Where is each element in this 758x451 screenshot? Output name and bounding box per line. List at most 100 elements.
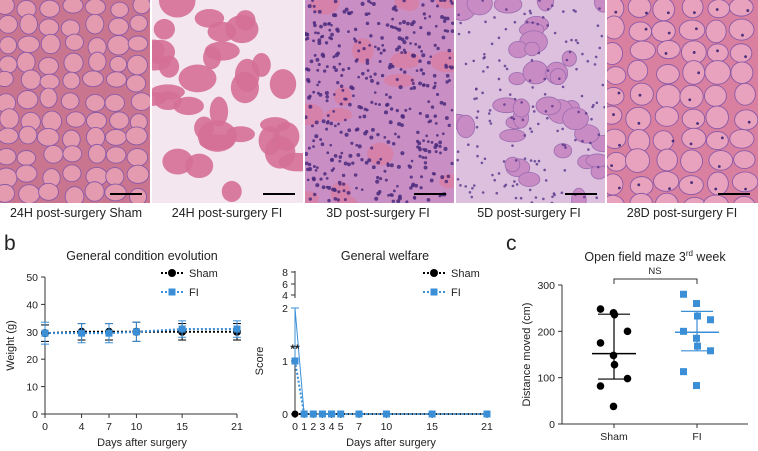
nucleus bbox=[552, 192, 556, 195]
inflammatory-cell bbox=[314, 169, 318, 172]
inflammatory-cell bbox=[450, 29, 454, 34]
nucleus bbox=[503, 103, 506, 106]
inflammatory-cell bbox=[448, 79, 451, 82]
nucleus bbox=[744, 55, 747, 59]
nucleus bbox=[610, 164, 613, 168]
legend-label-FI: FI bbox=[189, 287, 199, 299]
nucleus bbox=[464, 62, 468, 66]
inflammatory-cell bbox=[317, 80, 321, 84]
nucleus bbox=[473, 97, 476, 101]
myofiber bbox=[0, 0, 15, 15]
inflammatory-cell bbox=[357, 144, 362, 149]
inflammatory-cell bbox=[446, 29, 450, 33]
inflammatory-cell bbox=[317, 9, 322, 14]
inflammatory-cell bbox=[341, 173, 346, 178]
legend-marker bbox=[168, 288, 176, 296]
inflammatory-cell bbox=[367, 12, 371, 16]
x-tick-label: 5 bbox=[338, 421, 344, 433]
inflammatory-cell bbox=[439, 151, 442, 155]
fiber-remnant bbox=[333, 86, 352, 106]
y-axis-label: Score bbox=[254, 347, 266, 376]
micrograph-regenerating bbox=[456, 0, 605, 203]
nucleus bbox=[644, 27, 648, 31]
inflammatory-cell bbox=[322, 69, 327, 73]
inflammatory-cell bbox=[421, 53, 426, 58]
nucleus bbox=[481, 191, 485, 194]
inflammatory-cell bbox=[344, 132, 349, 137]
inflammatory-cell bbox=[330, 23, 333, 27]
nucleus bbox=[694, 27, 698, 31]
legend-label-Sham: Sham bbox=[451, 268, 480, 280]
fiber-remnant bbox=[310, 0, 340, 15]
nucleus bbox=[574, 39, 578, 42]
inflammatory-cell bbox=[432, 86, 436, 90]
myofiber bbox=[607, 66, 627, 85]
inflammatory-cell bbox=[339, 130, 343, 134]
necrotic-fiber bbox=[158, 0, 196, 18]
nucleus bbox=[493, 178, 496, 182]
inflammatory-cell bbox=[352, 94, 355, 98]
myofiber bbox=[125, 126, 148, 146]
inflammatory-cell bbox=[400, 51, 404, 54]
myofiber bbox=[655, 192, 679, 203]
inflammatory-cell bbox=[361, 71, 365, 76]
inflammatory-cell bbox=[347, 102, 352, 107]
necrotic-fiber bbox=[258, 126, 282, 155]
chart-title: General welfare bbox=[341, 249, 429, 263]
inflammatory-cell bbox=[341, 68, 345, 72]
inflammatory-cell bbox=[332, 65, 336, 70]
inflammatory-cell bbox=[446, 174, 451, 179]
myofiber bbox=[628, 21, 653, 42]
nucleus bbox=[692, 51, 696, 54]
legend-marker bbox=[430, 288, 438, 296]
inflammatory-cell bbox=[313, 10, 317, 14]
inflammatory-cell bbox=[315, 57, 320, 62]
data-point bbox=[623, 327, 632, 336]
inflammatory-cell bbox=[333, 13, 338, 18]
nucleus bbox=[476, 154, 479, 158]
nucleus bbox=[467, 30, 471, 34]
nucleus bbox=[456, 158, 459, 162]
inflammatory-cell bbox=[408, 107, 412, 111]
inflammatory-cell bbox=[410, 159, 414, 163]
nucleus bbox=[747, 120, 751, 124]
inflammatory-cell bbox=[411, 182, 416, 187]
inflammatory-cell bbox=[422, 147, 425, 151]
inflammatory-cell bbox=[440, 15, 444, 19]
inflammatory-cell bbox=[387, 193, 390, 197]
inflammatory-cell bbox=[415, 69, 419, 72]
nucleus bbox=[523, 157, 527, 160]
inflammatory-cell bbox=[358, 115, 362, 119]
x-tick-label: 0 bbox=[292, 421, 298, 433]
nucleus bbox=[696, 122, 699, 125]
nucleus bbox=[490, 42, 494, 46]
nucleus bbox=[565, 58, 569, 62]
nucleus bbox=[543, 168, 546, 172]
data-point bbox=[78, 329, 86, 337]
regenerating-fiber bbox=[585, 153, 605, 168]
inflammatory-cell bbox=[375, 179, 380, 184]
nucleus bbox=[716, 49, 719, 53]
nucleus bbox=[535, 162, 539, 166]
micrograph-canvas bbox=[607, 0, 758, 203]
myofiber bbox=[0, 148, 17, 166]
nucleus bbox=[561, 127, 564, 131]
inflammatory-cell bbox=[376, 81, 380, 85]
myofiber bbox=[36, 127, 60, 147]
myofiber bbox=[0, 127, 19, 145]
myofiber bbox=[105, 146, 127, 164]
inflammatory-cell bbox=[365, 61, 370, 65]
inflammatory-cell bbox=[337, 122, 340, 126]
myofiber bbox=[39, 87, 58, 109]
inflammatory-cell bbox=[396, 199, 401, 203]
inflammatory-cell bbox=[371, 2, 376, 6]
nucleus bbox=[550, 201, 554, 203]
y-tick-label: 6 bbox=[282, 279, 288, 291]
y-axis-label: Distance moved (cm) bbox=[521, 303, 533, 407]
chart-title: General condition evolution bbox=[66, 249, 218, 263]
inflammatory-cell bbox=[402, 0, 406, 3]
inflammatory-cell bbox=[397, 36, 402, 41]
myofiber bbox=[16, 51, 36, 73]
inflammatory-cell bbox=[325, 185, 329, 189]
inflammatory-cell bbox=[347, 162, 351, 167]
